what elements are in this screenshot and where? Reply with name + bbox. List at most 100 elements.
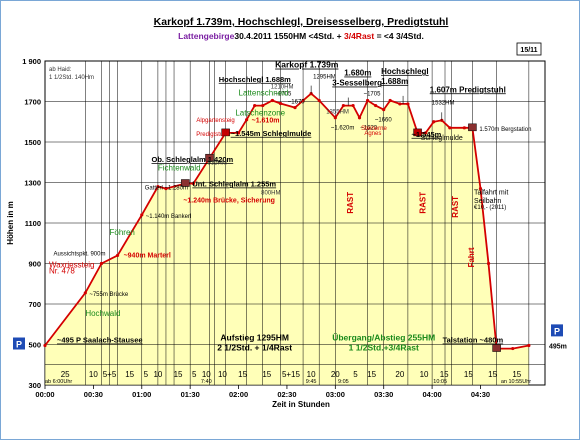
profile-point-27 [382, 108, 386, 112]
parking-right-icon: P [554, 326, 560, 336]
point-label-19: 1.570m Bergstation [479, 127, 531, 133]
profile-point-24 [357, 116, 362, 120]
x-tick-label: 02:30 [277, 390, 296, 399]
y-tick-label: 1300 [24, 179, 41, 188]
segment-minutes-label: 15 [512, 370, 521, 379]
y-tick-label: 1500 [24, 138, 41, 147]
segment-minutes-label: 5+15 [282, 370, 301, 379]
profile-point-4 [140, 213, 144, 217]
annotation-11: Steinerne [361, 126, 387, 132]
vertical-label-0: RAST [346, 192, 355, 214]
y-tick-label: 900 [28, 260, 41, 269]
segment-minutes-label: 10 [89, 370, 98, 379]
segment-minutes-label: 15 [367, 370, 376, 379]
point-label-15: ~1620 [360, 126, 378, 132]
profile-point-20 [317, 98, 321, 103]
parking-right-box [551, 324, 563, 337]
chart-subtitle: Lattengebirge30.4.2011 1550HM <4Std. + 3… [178, 31, 424, 41]
segment-minutes-label: 15 [262, 370, 271, 379]
hut-marker-5 [492, 344, 501, 352]
segment-minutes-label: 15 [488, 370, 497, 379]
y-tick-label: 300 [28, 381, 41, 390]
annotation-15: 800HM [261, 191, 280, 197]
profile-point-6 [164, 186, 168, 191]
x-tick-label: 03:30 [374, 390, 393, 399]
segment-minutes-label: 10 [307, 370, 316, 379]
segment-minutes-label: 15 [125, 370, 134, 379]
profile-point-41 [511, 346, 515, 351]
segment-minutes-label: 5 [353, 370, 358, 379]
note-abstieg-time: 1 1/2Std.+3/4Rast [349, 343, 419, 353]
note-aufstieg-time: 2 1/2Std. + 1/4Rast [217, 343, 292, 353]
peak-sub-karkopf: 1295HM [313, 75, 336, 81]
annotation-7: Waxriessteig [49, 261, 95, 270]
profile-point-5 [156, 184, 160, 189]
y-tick-label: 500 [28, 341, 41, 350]
y-tick-label: 1100 [25, 219, 41, 228]
profile-point-13 [253, 103, 257, 108]
profile-point-38 [478, 186, 483, 191]
profile-point-21 [333, 116, 337, 120]
segment-minutes-label: 5+5 [103, 370, 117, 379]
chart-title: Karkopf 1.739m, Hochschlegl, Dreisesselb… [154, 16, 449, 28]
profile-point-14 [261, 103, 265, 108]
annotation-6: Hochwald [85, 309, 120, 318]
y-tick-label: 1700 [24, 98, 41, 107]
profile-point-29 [398, 102, 402, 106]
annotation-2: Lattenschneid [239, 88, 289, 97]
profile-point-35 [448, 126, 452, 130]
point-label-16: ~1705 [364, 91, 382, 97]
time-mark-label: 10:05 [433, 379, 447, 385]
point-label-6: Unt. Schleglalm 1.255m [192, 180, 276, 189]
profile-point-8 [191, 181, 195, 186]
x-tick-label: 02:00 [229, 390, 248, 399]
point-label-18: ~1.545m [412, 130, 442, 139]
annotation-8: Nr. 478 [49, 267, 75, 276]
annotation-13: 1210HM [271, 84, 294, 90]
vertical-label-2: RAST [451, 196, 460, 218]
segment-minutes-label: 25 [61, 370, 70, 379]
peak-sub-hochschlegl2: 1.688m [381, 77, 408, 86]
time-mark-label: 9:05 [338, 379, 349, 385]
annotation-10: Alpgartensteig [196, 118, 234, 124]
profile-point-22 [341, 103, 345, 108]
peak-sub-predigtstuhl: 1532HM [432, 100, 455, 106]
profile-point-39 [486, 261, 491, 266]
time-mark-label: 7:40 [201, 379, 212, 385]
x-tick-label: 04:00 [423, 390, 442, 399]
annotation-5: Föhren [110, 228, 135, 237]
y-tick-label: 700 [28, 300, 41, 309]
annotation-1: 1 1/2Std. 140Hm [49, 75, 94, 81]
note-abstieg: Übergang/Abstieg 255HM [332, 332, 435, 342]
point-label-0: ~495 P Saalach-Stausee [57, 336, 143, 345]
profile-point-36 [462, 126, 466, 130]
segment-minutes-label: 10 [202, 370, 211, 379]
point-label-11: Hochschlegl 1.688m [219, 75, 291, 84]
vertical-label-1: RAST [419, 192, 428, 214]
annotation-17: Schleglmulde [421, 135, 463, 142]
parking-left-box [13, 337, 25, 350]
profile-point-1 [83, 291, 87, 295]
annotation-12: Agnes [364, 131, 381, 137]
point-label-9: ~1.545m Schleglmulde [231, 129, 312, 138]
profile-point-2 [99, 261, 104, 266]
parking-left-icon: P [16, 340, 22, 350]
peak-label-hochschlegl2: Hochschlegl [381, 67, 429, 76]
annotation-20: €10,- (2011) [474, 205, 506, 211]
subtitle-part-2: 3/4Rast [344, 31, 374, 41]
x-axis-label: Zeit in Stunden [272, 400, 330, 409]
profile-point-32 [424, 131, 428, 135]
segment-minutes-label: 15 [440, 370, 449, 379]
peak-label-predigtstuhl: 1.607m Predigtstuhl [430, 85, 506, 94]
segment-minutes-label: 15 [464, 370, 473, 379]
segment-minutes-label: 15 [238, 370, 247, 379]
point-label-14: ~1.620m [331, 126, 355, 132]
segment-minutes-label: 10 [420, 370, 429, 379]
profile-point-42 [527, 343, 531, 348]
time-mark-label: ab 6:00Uhr [45, 379, 72, 385]
profile-point-3 [115, 253, 120, 257]
vertical-label-3: Fahrt [467, 247, 476, 267]
point-label-5: Gatterl ~1.280m [145, 186, 188, 192]
